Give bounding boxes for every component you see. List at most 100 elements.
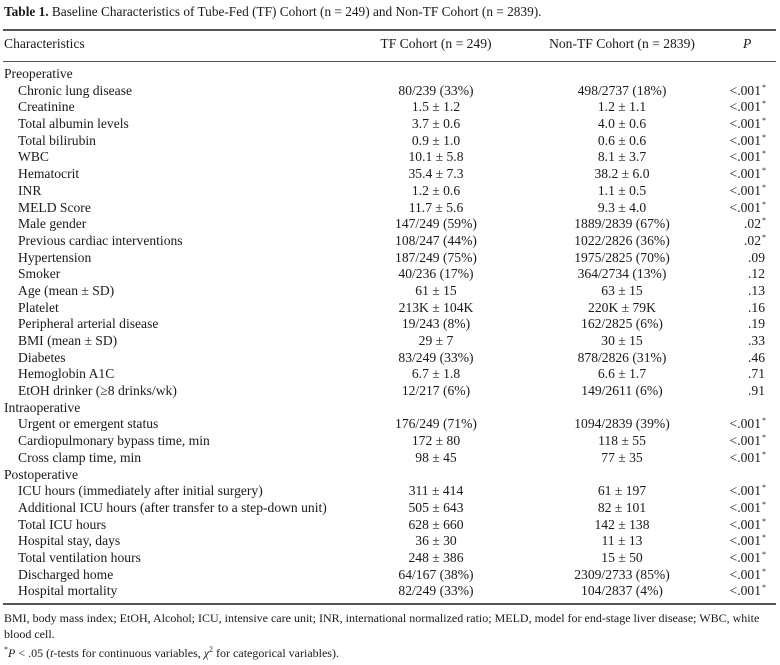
header-tf-cohort: TF Cohort (n = 249) (380, 36, 492, 51)
header-p-value: P (743, 36, 752, 51)
p-value: <.001* (729, 416, 766, 432)
p-value: <.001* (729, 149, 766, 165)
non-tf-cohort-value: 118 ± 55 (598, 433, 646, 449)
tf-cohort-value: 6.7 ± 1.8 (411, 366, 461, 382)
p-value: <.001* (729, 449, 766, 465)
characteristic-label: Chronic lung disease (18, 82, 133, 98)
significance-marker: * (762, 566, 766, 576)
characteristic-label: Age (mean ± SD) (18, 282, 115, 298)
significance-marker: * (762, 583, 766, 593)
non-tf-cohort-value: 220K ± 79K (588, 299, 656, 315)
table-row: Hypertension 187/249 (75%) 1975/2825 (70%)… (0, 250, 780, 267)
top-rule (3, 29, 776, 31)
table-row: Discharged home 64/167 (38%) 2309/2733 (85… (0, 567, 780, 584)
non-tf-cohort-value: 63 ± 15 (601, 282, 643, 298)
p-value: <.001* (729, 199, 766, 215)
section-header-row: Intraoperative (0, 400, 780, 417)
table-row: MELD Score 11.7 ± 5.6 9.3 ± 4.0 <.001* (0, 200, 780, 217)
tf-cohort-value: 80/239 (33%) (398, 82, 474, 98)
characteristic-label: Cardiopulmonary bypass time, min (18, 433, 210, 449)
non-tf-cohort-value: 149/2611 (6%) (581, 383, 663, 399)
significance-marker: * (762, 166, 766, 176)
table-row: Hematocrit 35.4 ± 7.3 38.2 ± 6.0 <.001* (0, 166, 780, 183)
table-row: Creatinine 1.5 ± 1.2 1.2 ± 1.1 <.001* (0, 99, 780, 116)
characteristic-label: Male gender (18, 216, 87, 232)
tf-cohort-value: 29 ± 7 (418, 333, 454, 348)
tf-cohort-value: 83/249 (33%) (398, 349, 474, 365)
significance-marker: * (762, 533, 766, 543)
characteristic-label: Smoker (18, 266, 61, 282)
table-row: Urgent or emergent status 176/249 (71%) 10… (0, 416, 780, 433)
table-row: Chronic lung disease 80/239 (33%) 498/2737… (0, 83, 780, 100)
table-row: WBC 10.1 ± 5.8 8.1 ± 3.7 <.001* (0, 149, 780, 166)
table-row: Male gender 147/249 (59%) 1889/2839 (67%).… (0, 216, 780, 233)
table-row: BMI (mean ± SD) 29 ± 7 30 ± 15 .33 (0, 333, 780, 350)
significance-marker: * (762, 82, 766, 92)
non-tf-cohort-value: 162/2825 (6%) (581, 316, 663, 332)
table-row: Total bilirubin 0.9 ± 1.0 0.6 ± 0.6 <.001* (0, 133, 780, 150)
significance-marker: * (762, 516, 766, 526)
bottom-rule (3, 603, 776, 605)
characteristic-label: Peripheral arterial disease (18, 316, 159, 332)
p-value: .16 (748, 299, 765, 315)
non-tf-cohort-value: 104/2837 (4%) (581, 583, 663, 599)
p-value: .09 (748, 249, 765, 265)
p-value: <.001* (729, 116, 766, 132)
table-footnotes: BMI, body mass index; EtOH, Alcohol; ICU… (4, 611, 776, 662)
non-tf-cohort-value: 4.0 ± 0.6 (597, 116, 647, 132)
non-tf-cohort-value: 1022/2826 (36%) (574, 232, 670, 248)
non-tf-cohort-value: 9.3 ± 4.0 (597, 199, 647, 215)
characteristic-label: Total ventilation hours (18, 549, 141, 565)
tf-cohort-value: 248 ± 386 (408, 549, 464, 565)
tf-cohort-value: 108/247 (44%) (395, 232, 477, 248)
table-row: Hospital mortality 82/249 (33%) 104/2837 (… (0, 583, 780, 600)
table-row: Hospital stay, days 36 ± 30 11 ± 13 <.001* (0, 533, 780, 550)
header-characteristics: Characteristics (4, 36, 85, 51)
table-row: Additional ICU hours (after transfer to … (0, 500, 780, 517)
characteristic-label: Additional ICU hours (after transfer to … (18, 499, 327, 515)
non-tf-cohort-value: 82 ± 101 (597, 499, 647, 515)
significance-marker: * (762, 199, 766, 209)
characteristic-label: Hypertension (18, 249, 92, 265)
p-value: <.001* (729, 166, 766, 182)
significance-marker: * (762, 483, 766, 493)
characteristic-label: Hospital stay, days (18, 533, 121, 549)
p-value: .13 (748, 282, 765, 298)
table-row: Age (mean ± SD) 61 ± 15 63 ± 15 .13 (0, 283, 780, 300)
table-row: ICU hours (immediately after initial sur… (0, 483, 780, 500)
p-value: <.001* (729, 499, 766, 515)
characteristic-label: Total bilirubin (18, 132, 96, 148)
tf-cohort-value: 213K ± 104K (398, 299, 474, 315)
non-tf-cohort-value: 1889/2839 (67%) (574, 216, 670, 232)
non-tf-cohort-value: 15 ± 50 (601, 549, 643, 565)
tf-cohort-value: 311 ± 414 (408, 483, 464, 499)
table-caption: Table 1. Baseline Characteristics of Tub… (4, 4, 541, 20)
p-value: .19 (748, 316, 765, 332)
section-label: Preoperative (4, 66, 73, 81)
tf-cohort-value: 10.1 ± 5.8 (408, 149, 464, 165)
p-value: .71 (748, 366, 765, 382)
header-non-tf-cohort: Non-TF Cohort (n = 2839) (549, 36, 695, 51)
p-value: .46 (748, 349, 765, 365)
tf-cohort-value: 172 ± 80 (411, 433, 461, 449)
tf-cohort-value: 35.4 ± 7.3 (408, 166, 464, 182)
tf-cohort-value: 187/249 (75%) (395, 249, 477, 265)
characteristic-label: Urgent or emergent status (18, 416, 159, 432)
significance-marker: * (762, 99, 766, 109)
characteristic-label: EtOH drinker (≥8 drinks/wk) (18, 383, 177, 399)
table-title: Baseline Characteristics of Tube-Fed (TF… (51, 4, 542, 19)
tf-cohort-value: 36 ± 30 (415, 533, 457, 549)
characteristic-label: Cross clamp time, min (18, 449, 142, 465)
significance-marker: * (762, 116, 766, 126)
tf-cohort-value: 147/249 (59%) (395, 216, 477, 232)
non-tf-cohort-value: 6.6 ± 1.7 (597, 366, 647, 382)
section-label: Postoperative (4, 466, 78, 482)
tf-cohort-value: 82/249 (33%) (398, 583, 474, 599)
characteristic-label: ICU hours (immediately after initial sur… (18, 483, 263, 499)
significance-marker: * (762, 216, 766, 226)
non-tf-cohort-value: 1.2 ± 1.1 (597, 99, 647, 115)
tf-cohort-value: 628 ± 660 (408, 516, 464, 532)
tf-cohort-value: 12/217 (6%) (401, 383, 471, 399)
table-row: Peripheral arterial disease 19/243 (8%) 16… (0, 316, 780, 333)
table-row: Total albumin levels 3.7 ± 0.6 4.0 ± 0.6 <.… (0, 116, 780, 133)
